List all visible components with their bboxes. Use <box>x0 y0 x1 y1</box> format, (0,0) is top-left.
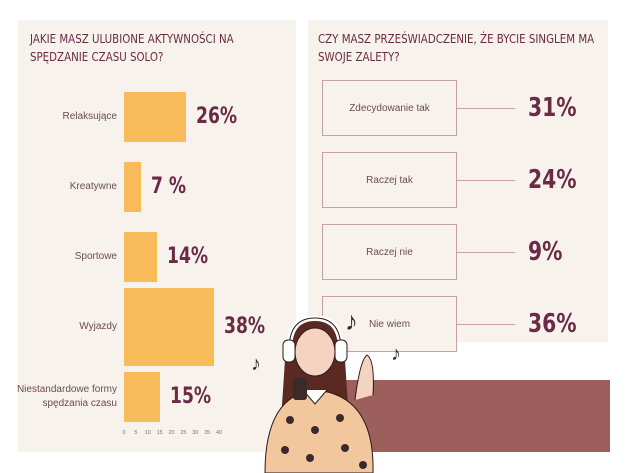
x-tick-label: 20 <box>168 430 175 436</box>
value-label: 26% <box>195 104 237 129</box>
x-tick-label: 10 <box>144 430 151 436</box>
headphones-outline <box>288 317 342 351</box>
bar <box>124 162 141 212</box>
hand <box>354 354 374 401</box>
value-label: 9% <box>528 237 563 267</box>
dress <box>264 389 374 473</box>
answer-box: Raczej nie <box>322 224 457 280</box>
earcup <box>282 339 296 363</box>
value-label: 15% <box>169 384 211 409</box>
x-tick-label: 15 <box>156 430 163 436</box>
face <box>294 327 336 377</box>
music-note: ♪ <box>251 353 261 375</box>
value-label: 14% <box>167 244 209 269</box>
phone <box>293 378 307 400</box>
x-tick-label: 0 <box>122 430 126 436</box>
illustration: ♪ ♪ ♪ <box>251 306 401 473</box>
answer-box: Zdecydowanie tak <box>322 80 457 136</box>
right-title: CZY MASZ PRZEŚWIADCZENIE, ŻE BYCIE SINGL… <box>318 31 595 64</box>
category-label: Relaksujące <box>62 111 117 122</box>
category-label: Wyjazdy <box>79 321 117 332</box>
value-label: 7 % <box>150 174 186 199</box>
left-title: JAKIE MASZ ULUBIONE AKTYWNOŚCI NA SPĘDZA… <box>30 31 234 64</box>
value-label: 24% <box>528 165 577 195</box>
x-tick-label: 30 <box>192 430 199 436</box>
category-label: Kreatywne <box>69 181 117 192</box>
category-label: Niestandardowe formy spędzania czasu <box>16 384 117 409</box>
value-label: 36% <box>528 309 577 339</box>
bar <box>124 92 186 142</box>
x-tick-label: 35 <box>204 430 211 436</box>
answer-box: Raczej tak <box>322 152 457 208</box>
earcup <box>334 339 348 363</box>
x-tick-label: 5 <box>134 430 138 436</box>
value-label: 38% <box>224 314 266 339</box>
music-note: ♪ <box>391 343 401 365</box>
bar <box>124 288 215 366</box>
x-tick-label: 40 <box>215 430 223 436</box>
connector <box>457 324 515 325</box>
music-note: ♪ <box>345 306 358 336</box>
category-label: Sportowe <box>74 251 117 262</box>
x-tick-label: 25 <box>180 430 187 436</box>
bar <box>124 232 158 282</box>
value-label: 31% <box>528 93 577 123</box>
connector <box>457 180 515 181</box>
bar <box>124 372 160 422</box>
connector <box>457 252 515 253</box>
connector <box>457 108 515 109</box>
decor-band <box>338 380 610 452</box>
